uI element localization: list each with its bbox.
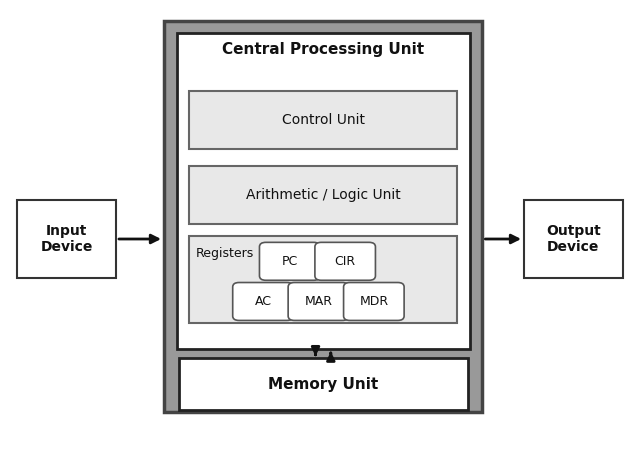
FancyBboxPatch shape [315, 242, 376, 280]
Bar [164, 22, 483, 412]
Text: Output
Device: Output Device [546, 224, 601, 254]
FancyBboxPatch shape [344, 282, 404, 321]
Bar [177, 33, 470, 349]
FancyBboxPatch shape [233, 282, 293, 321]
Bar [189, 236, 457, 323]
Bar [524, 200, 623, 278]
FancyBboxPatch shape [288, 282, 349, 321]
Text: PC: PC [282, 255, 298, 268]
Text: Arithmetic / Logic Unit: Arithmetic / Logic Unit [246, 189, 401, 202]
Text: MAR: MAR [305, 295, 332, 308]
Bar [189, 167, 457, 224]
Text: CIR: CIR [335, 255, 356, 268]
Text: Registers: Registers [196, 247, 254, 260]
Bar [179, 358, 468, 409]
Text: Central Processing Unit: Central Processing Unit [222, 42, 424, 57]
Text: Input
Device: Input Device [40, 224, 93, 254]
Bar [17, 200, 116, 278]
FancyBboxPatch shape [259, 242, 320, 280]
Text: Control Unit: Control Unit [282, 113, 365, 127]
Text: AC: AC [255, 295, 271, 308]
Text: Memory Unit: Memory Unit [268, 377, 378, 392]
Bar [189, 91, 457, 149]
Text: MDR: MDR [359, 295, 388, 308]
